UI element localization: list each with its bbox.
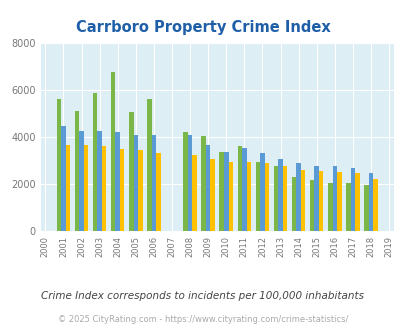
- Bar: [192, 154, 196, 231]
- Bar: [111, 72, 115, 231]
- Bar: [147, 99, 151, 231]
- Bar: [210, 159, 214, 231]
- Bar: [115, 132, 119, 231]
- Bar: [264, 163, 269, 231]
- Text: © 2025 CityRating.com - https://www.cityrating.com/crime-statistics/: © 2025 CityRating.com - https://www.city…: [58, 315, 347, 324]
- Bar: [83, 145, 88, 231]
- Bar: [75, 111, 79, 231]
- Bar: [350, 168, 354, 231]
- Bar: [57, 99, 61, 231]
- Legend: Carrboro, North Carolina, National: Carrboro, North Carolina, National: [54, 327, 379, 330]
- Bar: [201, 136, 205, 231]
- Bar: [66, 145, 70, 231]
- Bar: [228, 162, 232, 231]
- Bar: [282, 166, 287, 231]
- Bar: [219, 152, 224, 231]
- Bar: [309, 181, 314, 231]
- Bar: [296, 163, 300, 231]
- Bar: [372, 179, 377, 231]
- Bar: [224, 152, 228, 231]
- Bar: [119, 149, 124, 231]
- Bar: [79, 131, 83, 231]
- Bar: [332, 166, 336, 231]
- Bar: [61, 126, 66, 231]
- Bar: [363, 185, 368, 231]
- Text: Crime Index corresponds to incidents per 100,000 inhabitants: Crime Index corresponds to incidents per…: [41, 291, 364, 301]
- Bar: [354, 173, 359, 231]
- Bar: [183, 132, 188, 231]
- Bar: [246, 162, 251, 231]
- Bar: [151, 135, 156, 231]
- Bar: [97, 131, 102, 231]
- Bar: [102, 147, 106, 231]
- Text: Carrboro Property Crime Index: Carrboro Property Crime Index: [75, 20, 330, 35]
- Bar: [188, 135, 192, 231]
- Bar: [156, 153, 160, 231]
- Bar: [368, 173, 372, 231]
- Bar: [314, 166, 318, 231]
- Bar: [237, 147, 241, 231]
- Bar: [318, 171, 323, 231]
- Bar: [291, 177, 296, 231]
- Bar: [327, 183, 332, 231]
- Bar: [138, 150, 142, 231]
- Bar: [255, 162, 260, 231]
- Bar: [336, 172, 341, 231]
- Bar: [241, 148, 246, 231]
- Bar: [277, 159, 282, 231]
- Bar: [133, 135, 138, 231]
- Bar: [260, 153, 264, 231]
- Bar: [345, 183, 350, 231]
- Bar: [93, 93, 97, 231]
- Bar: [273, 166, 277, 231]
- Bar: [129, 112, 133, 231]
- Bar: [205, 145, 210, 231]
- Bar: [300, 170, 305, 231]
